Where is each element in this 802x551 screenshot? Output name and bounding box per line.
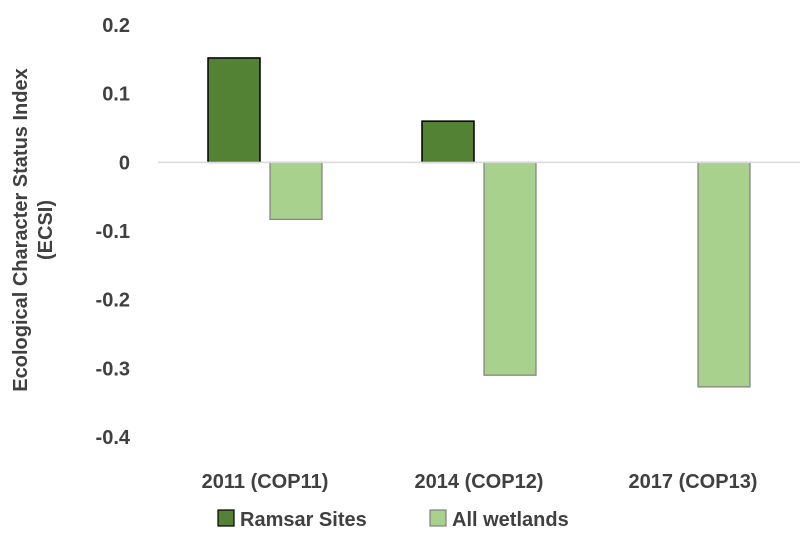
legend-label-ramsar-sites: Ramsar Sites	[240, 509, 367, 531]
bar-ramsar-sites	[207, 57, 261, 164]
bar-all-wetlands	[269, 161, 323, 220]
y-axis-label-line-2: (ECSI)	[35, 200, 57, 260]
legend-swatch-ramsar-sites	[217, 509, 235, 527]
y-axis-label: Ecological Character Status Index (ECSI)	[10, 68, 57, 391]
bar-all-wetlands	[483, 161, 537, 376]
x-tick-label: 2017 (COP13)	[629, 471, 758, 493]
y-axis-label-line-1: Ecological Character Status Index	[10, 68, 32, 391]
bars	[207, 57, 751, 388]
legend-label-all-wetlands: All wetlands	[452, 509, 569, 531]
bar-ramsar-sites	[421, 120, 475, 164]
x-tick-label: 2014 (COP12)	[415, 471, 544, 493]
y-tick-label: 0.2	[102, 15, 130, 37]
y-tick-label: -0.1	[96, 221, 130, 243]
bar-all-wetlands	[697, 161, 751, 388]
y-tick-label: -0.3	[96, 358, 130, 380]
y-tick-label: -0.4	[96, 427, 131, 449]
y-tick-label: 0.1	[102, 84, 130, 106]
x-tick-label: 2011 (COP11)	[202, 471, 329, 493]
y-tick-label: -0.2	[96, 290, 130, 312]
y-axis-ticks: 0.2 0.1 0 -0.1 -0.2 -0.3 -0.4	[96, 15, 131, 449]
legend: Ramsar Sites All wetlands	[217, 509, 569, 531]
legend-swatch-all-wetlands	[429, 509, 447, 527]
x-axis-ticks: 2011 (COP11) 2014 (COP12) 2017 (COP13)	[202, 471, 758, 493]
y-tick-label: 0	[119, 152, 130, 174]
